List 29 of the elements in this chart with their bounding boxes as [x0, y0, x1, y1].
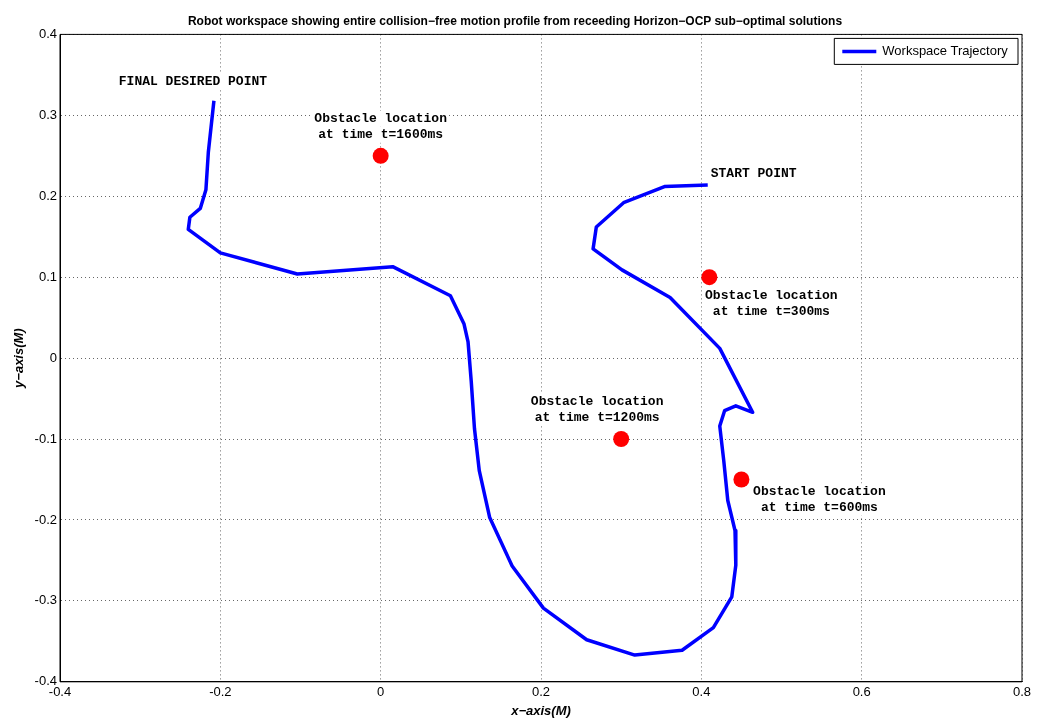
y-tick-label: -0.1 [34, 430, 57, 446]
x-axis-title: x−axis(M) [510, 702, 571, 718]
chart-title: Robot workspace showing entire collision−free motion profile from receeding Horizon−OCP sub−optimal solutions [187, 13, 843, 28]
annotation: FINAL DESIRED POINT [118, 74, 268, 90]
legend-label: Workspace Trajectory [882, 42, 1009, 58]
y-axis-title: y−axis(M) [11, 328, 27, 389]
x-tick-label: 0.8 [1012, 684, 1032, 700]
annotation: Obstacle location at time t=1200ms [530, 394, 664, 426]
annotation: Obstacle location at time t=600ms [753, 483, 886, 515]
y-tick-label: 0.2 [38, 187, 57, 203]
point [372, 147, 389, 164]
point [733, 471, 750, 488]
point [701, 269, 718, 286]
y-tick-label: -0.3 [34, 592, 57, 608]
y-tick-label: 0 [49, 349, 57, 365]
annotation: Obstacle location at time t=300ms [705, 288, 838, 320]
x-tick-label: 0.2 [531, 684, 551, 700]
x-tick-label: -0.2 [209, 684, 232, 700]
y-tick-label: 0.4 [38, 25, 57, 41]
y-tick-label: 0.3 [38, 106, 57, 122]
annotation: START POINT [710, 166, 797, 182]
y-tick-label: -0.2 [34, 511, 57, 527]
x-tick-label: 0 [377, 684, 385, 700]
x-tick-label: -0.4 [48, 684, 72, 700]
x-tick-label: 0.6 [852, 684, 871, 700]
annotation: Obstacle location at time t=1600ms [314, 111, 448, 143]
point [613, 431, 630, 448]
y-tick-label: 0.1 [38, 268, 57, 284]
x-tick-label: 0.4 [692, 684, 711, 700]
